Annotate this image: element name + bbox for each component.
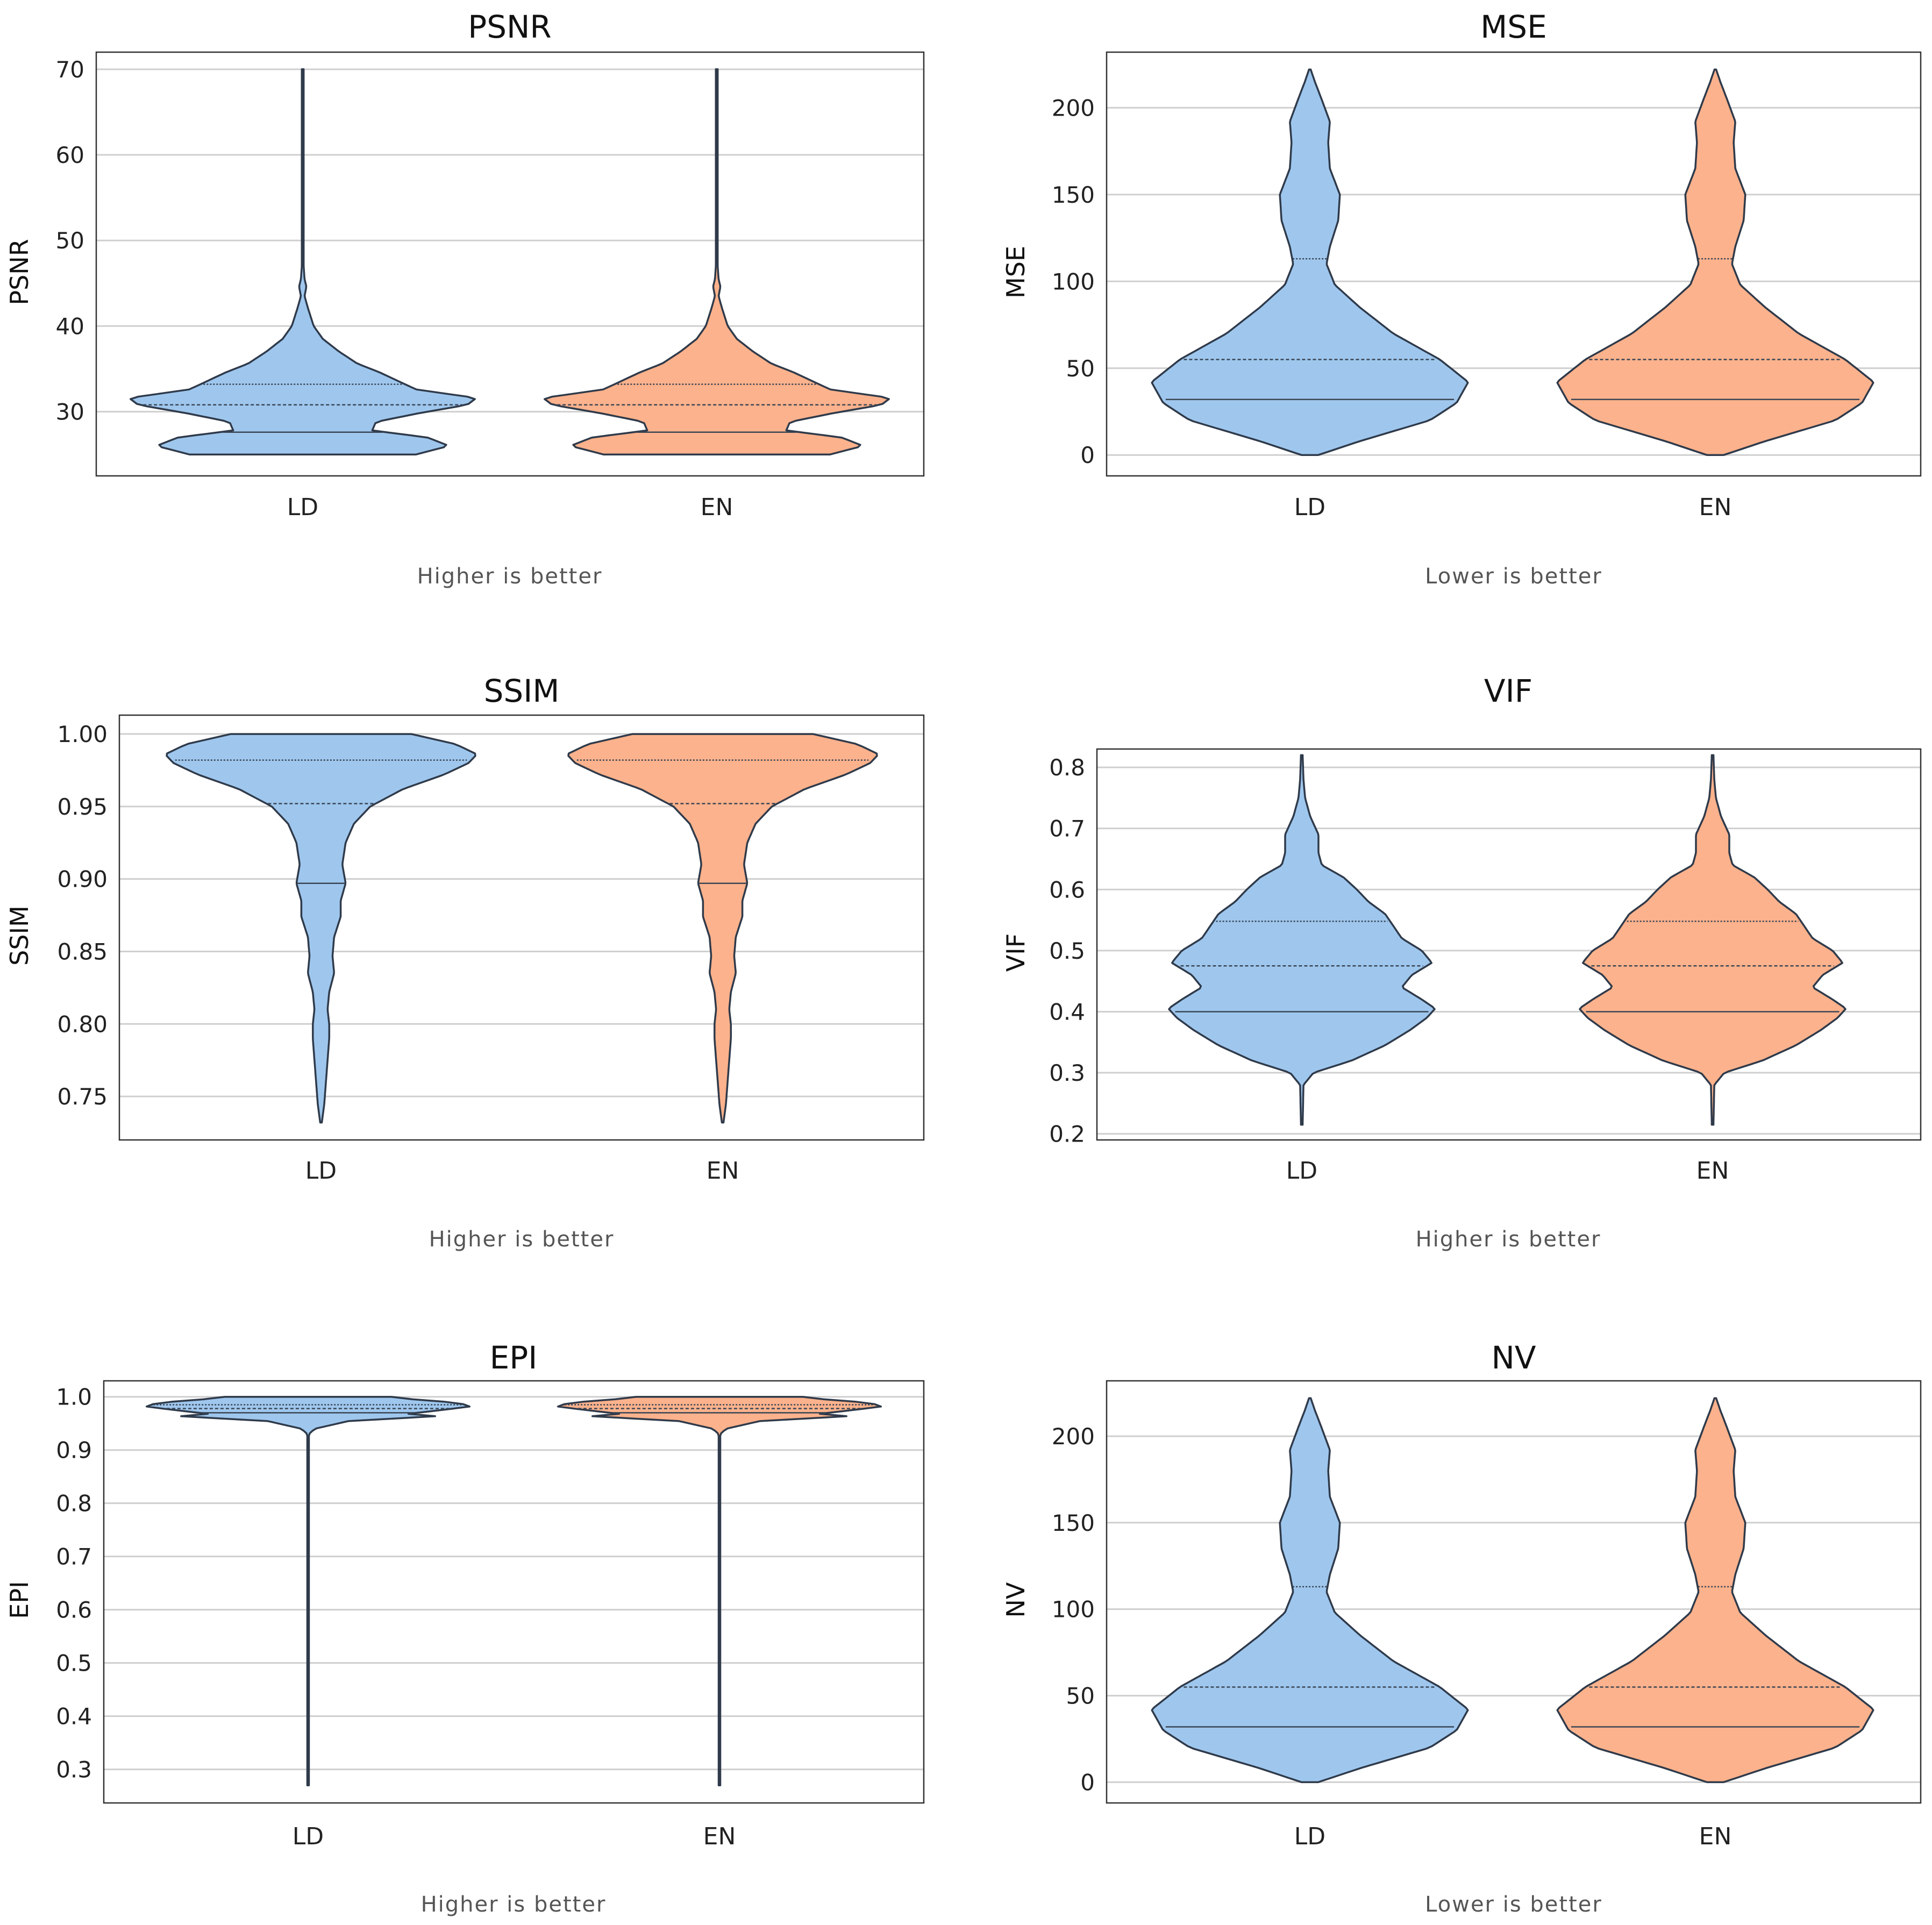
x-tick-label: LD <box>293 1823 324 1850</box>
y-tick-label: 200 <box>1052 1423 1095 1450</box>
y-tick-label: 0.95 <box>57 794 108 820</box>
x-tick-label: LD <box>287 494 318 521</box>
chart-nv: 0 50 100 150 200 LD EN NV NV Lower is better <box>1001 1339 1922 1917</box>
x-tick-label: EN <box>707 1157 739 1185</box>
y-tick-label: 0.4 <box>56 1703 92 1730</box>
x-tick-label: EN <box>701 494 733 521</box>
y-tick-label: 0.6 <box>56 1597 92 1623</box>
y-tick-label: 0.3 <box>56 1757 92 1783</box>
y-tick-label: 150 <box>1052 1510 1095 1536</box>
y-tick-label: 100 <box>1052 1596 1095 1623</box>
y-tick-label: 50 <box>1066 1683 1095 1709</box>
y-tick-label: 50 <box>1066 355 1095 382</box>
y-tick-label: 40 <box>56 313 84 339</box>
y-tick-label: 50 <box>56 227 84 254</box>
y-tick-label: 0.5 <box>1049 938 1085 964</box>
y-tick-label: 150 <box>1052 182 1095 208</box>
caption: Higher is better <box>1416 1227 1601 1252</box>
violin-ld <box>1168 754 1436 1126</box>
y-tick-label: 0.90 <box>57 866 108 893</box>
caption: Lower is better <box>1425 1892 1602 1917</box>
violin-ld <box>1151 1397 1469 1784</box>
plot-frame <box>103 1380 925 1804</box>
y-axis-label: PSNR <box>5 239 34 305</box>
chart-title: MSE <box>1480 9 1547 45</box>
y-tick-label: 1.0 <box>56 1384 92 1410</box>
chart-vif: 0.2 0.3 0.4 0.5 0.6 0.7 0.8 LD EN VIF VIF Higher is… <box>1001 673 1922 1252</box>
plot-frame <box>1106 51 1922 477</box>
y-tick-label: 1.00 <box>57 721 108 747</box>
y-tick-label: 0.3 <box>1049 1060 1085 1086</box>
y-tick-label: 70 <box>56 56 84 83</box>
y-tick-label: 30 <box>56 399 84 425</box>
chart-title: NV <box>1491 1339 1536 1376</box>
y-axis-label: MSE <box>1001 246 1030 298</box>
violin-en <box>1579 754 1847 1126</box>
y-tick-label: 0.80 <box>57 1011 108 1037</box>
violin-en <box>1556 1397 1874 1784</box>
violin-ld <box>145 1395 471 1787</box>
violin-ld <box>1151 68 1469 456</box>
y-tick-label: 0.7 <box>1049 816 1085 842</box>
y-tick-label: 60 <box>56 142 84 168</box>
y-tick-label: 0.9 <box>56 1437 92 1464</box>
violin-en <box>544 68 890 455</box>
y-tick-label: 0 <box>1080 442 1095 468</box>
y-tick-label: 0.8 <box>1049 754 1085 781</box>
chart-psnr: 30 40 50 60 70 LD EN PSNR PSNR Higher is better <box>5 9 925 589</box>
y-tick-label: 0 <box>1080 1769 1095 1795</box>
y-tick-label: 0.75 <box>57 1083 108 1110</box>
y-axis-label: VIF <box>1001 933 1030 972</box>
y-tick-label: 0.8 <box>56 1491 92 1517</box>
caption: Higher is better <box>429 1227 615 1252</box>
chart-title: EPI <box>490 1339 538 1376</box>
violin-en <box>1556 68 1874 456</box>
y-axis-label: NV <box>1001 1582 1030 1617</box>
chart-title: SSIM <box>484 673 560 709</box>
chart-mse: 0 50 100 150 200 LD EN MSE MSE Lower is better <box>1001 9 1922 589</box>
x-tick-label: EN <box>1699 1823 1732 1850</box>
caption: Higher is better <box>417 564 603 589</box>
y-tick-label: 0.6 <box>1049 876 1085 903</box>
x-tick-label: LD <box>1294 494 1325 521</box>
y-tick-label: 0.85 <box>57 938 108 965</box>
y-tick-label: 200 <box>1052 95 1095 121</box>
y-tick-label: 100 <box>1052 268 1095 295</box>
y-axis-label: SSIM <box>5 906 34 966</box>
caption: Higher is better <box>421 1892 607 1917</box>
x-tick-label: LD <box>305 1157 337 1185</box>
violin-en <box>557 1395 882 1787</box>
violin-ld <box>130 68 476 455</box>
plot-frame <box>1106 1380 1922 1804</box>
x-tick-label: LD <box>1294 1823 1325 1850</box>
chart-epi: 0.3 0.4 0.5 0.6 0.7 0.8 0.9 1.0 LD EN EPI EPI Higher… <box>5 1339 925 1917</box>
y-tick-label: 0.4 <box>1049 999 1085 1025</box>
x-tick-label: EN <box>703 1823 736 1850</box>
chart-ssim: 0.75 0.80 0.85 0.90 0.95 1.00 LD EN SSIM SSIM High… <box>5 673 925 1252</box>
x-tick-label: EN <box>1699 494 1732 521</box>
violin-en <box>567 733 878 1124</box>
plot-frame <box>118 714 925 1141</box>
y-tick-label: 0.2 <box>1049 1121 1085 1147</box>
chart-title: PSNR <box>468 9 551 45</box>
x-tick-label: EN <box>1696 1157 1729 1185</box>
plot-frame <box>95 51 925 477</box>
y-axis-label: EPI <box>5 1581 34 1619</box>
y-tick-label: 0.5 <box>56 1650 92 1677</box>
plot-frame <box>1096 748 1922 1141</box>
violin-ld <box>166 733 476 1124</box>
x-tick-label: LD <box>1286 1157 1317 1185</box>
chart-title: VIF <box>1484 673 1532 709</box>
y-tick-label: 0.7 <box>56 1544 92 1570</box>
caption: Lower is better <box>1425 564 1602 589</box>
